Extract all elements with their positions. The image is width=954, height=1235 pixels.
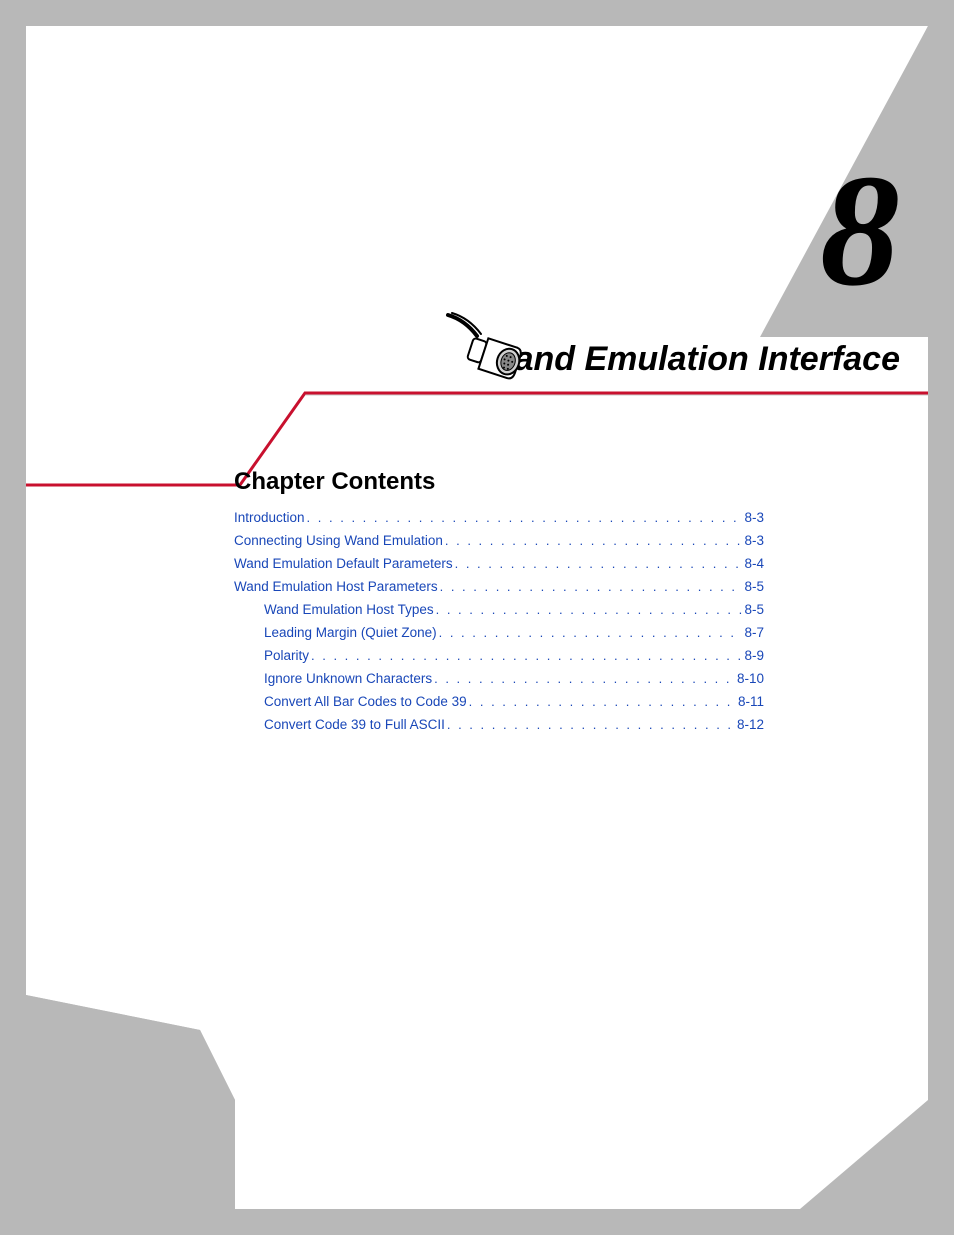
toc-row[interactable]: Ignore Unknown Characters 8-10 <box>234 671 764 686</box>
toc-page: 8-5 <box>742 579 764 594</box>
toc-page: 8-10 <box>735 671 764 686</box>
toc-leader-dots <box>443 533 743 548</box>
toc-label: Wand Emulation Host Parameters <box>234 579 438 594</box>
toc-label: Wand Emulation Default Parameters <box>234 556 453 571</box>
toc-page: 8-3 <box>742 533 764 548</box>
toc-page: 8-5 <box>742 602 764 617</box>
toc-label: Wand Emulation Host Types <box>264 602 434 617</box>
chapter-number: 8 <box>820 150 900 310</box>
contents-heading: Chapter Contents <box>234 468 764 496</box>
toc-label: Convert All Bar Codes to Code 39 <box>264 694 467 709</box>
chapter-contents: Chapter Contents Introduction8-3Connecti… <box>234 468 764 740</box>
toc-label: Convert Code 39 to Full ASCII <box>264 717 445 732</box>
toc-page: 8-12 <box>735 717 764 732</box>
toc-leader-dots <box>432 671 735 686</box>
toc-label: Polarity <box>264 648 309 663</box>
toc-label: Leading Margin (Quiet Zone) <box>264 625 437 640</box>
toc-leader-dots <box>434 602 743 617</box>
toc-page: 8-11 <box>736 694 764 709</box>
toc-row[interactable]: Wand Emulation Default Parameters 8-4 <box>234 556 764 571</box>
connector-icon <box>445 312 523 384</box>
toc-leader-dots <box>453 556 743 571</box>
toc-row[interactable]: Connecting Using Wand Emulation 8-3 <box>234 533 764 548</box>
toc-row[interactable]: Convert Code 39 to Full ASCII 8-12 <box>234 717 764 732</box>
toc-list: Introduction8-3Connecting Using Wand Emu… <box>234 510 764 732</box>
toc-page: 8-9 <box>742 648 764 663</box>
toc-page: 8-3 <box>742 510 764 525</box>
toc-leader-dots <box>309 648 742 663</box>
toc-row[interactable]: Leading Margin (Quiet Zone) 8-7 <box>234 625 764 640</box>
toc-label: Ignore Unknown Characters <box>264 671 432 686</box>
toc-row[interactable]: Wand Emulation Host Parameters 8-5 <box>234 579 764 594</box>
toc-row[interactable]: Introduction 8-3 <box>234 510 764 525</box>
toc-row[interactable]: Wand Emulation Host Types 8-5 <box>234 602 764 617</box>
toc-leader-dots <box>438 579 743 594</box>
toc-label: Connecting Using Wand Emulation <box>234 533 443 548</box>
toc-row[interactable]: Convert All Bar Codes to Code 39 8-11 <box>234 694 764 709</box>
toc-page: 8-7 <box>742 625 764 640</box>
toc-leader-dots <box>437 625 743 640</box>
toc-leader-dots <box>467 694 736 709</box>
toc-row[interactable]: Polarity 8-9 <box>234 648 764 663</box>
chapter-title: Wand Emulation Interface <box>483 340 900 379</box>
toc-leader-dots <box>305 510 743 525</box>
toc-leader-dots <box>445 717 735 732</box>
toc-page: 8-4 <box>742 556 764 571</box>
toc-label: Introduction <box>234 510 305 525</box>
